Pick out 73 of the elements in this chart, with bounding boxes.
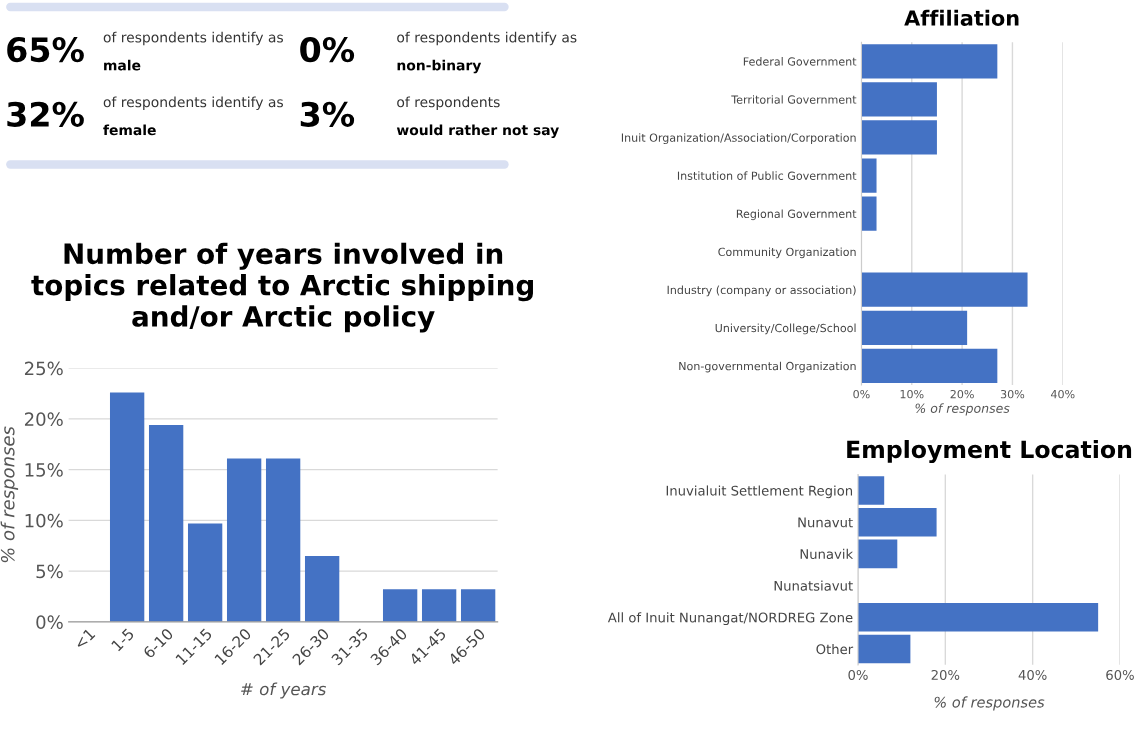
bar bbox=[382, 589, 418, 622]
text: of respondents bbox=[397, 96, 500, 110]
y-axis-title: % of responses bbox=[0, 426, 19, 563]
y-tick-label: 20% bbox=[24, 412, 63, 426]
x-tick-label: 20% bbox=[950, 389, 974, 399]
y-tick-label: Nunavik bbox=[800, 548, 854, 560]
bar bbox=[861, 158, 877, 193]
x-axis-title: % of responses bbox=[934, 696, 1045, 711]
chart-title: Number of years involved in topics related to Arctic shipping and/or Arctic policy bbox=[31, 242, 533, 333]
chart-title: Employment Location bbox=[847, 439, 1132, 464]
y-tick-label: Non-governmental Organization bbox=[679, 361, 856, 373]
bar bbox=[861, 120, 937, 155]
x-tick-label: 60% bbox=[1106, 669, 1134, 680]
text: 3% bbox=[300, 101, 355, 127]
bar bbox=[861, 196, 877, 231]
bar bbox=[858, 634, 911, 664]
x-tick-label: 10% bbox=[900, 389, 924, 399]
bar bbox=[861, 348, 998, 384]
x-tick-label: 20% bbox=[931, 669, 960, 680]
x-tick-label: 0% bbox=[853, 389, 870, 399]
y-tick-label: 0% bbox=[36, 615, 63, 629]
bar bbox=[148, 424, 184, 622]
y-tick-label: 5% bbox=[36, 564, 63, 579]
y-tick-label: Nunatsiavut bbox=[774, 580, 853, 591]
x-axis-title: # of years bbox=[241, 682, 327, 699]
text: of respondents identify as bbox=[103, 31, 283, 46]
x-axis-title: % of responses bbox=[915, 403, 1010, 416]
x-tick-label: 40% bbox=[1018, 669, 1047, 680]
y-tick-label: Inuit Organization/Association/Corporation bbox=[621, 133, 856, 144]
x-tick-label: 1-5 bbox=[111, 627, 135, 652]
text: of respondents identify as bbox=[397, 31, 577, 46]
y-tick-label: University/College/School bbox=[715, 323, 856, 335]
text: 0% bbox=[300, 36, 355, 63]
y-tick-label: 25% bbox=[24, 361, 63, 376]
bar bbox=[858, 539, 898, 569]
bar bbox=[861, 272, 1028, 307]
bar bbox=[858, 507, 937, 537]
x-tick-label: 40% bbox=[1050, 389, 1075, 399]
text: 65% bbox=[7, 36, 84, 63]
text: female bbox=[103, 124, 156, 136]
bar bbox=[187, 523, 223, 622]
text: of respondents identify as bbox=[103, 96, 283, 110]
bar bbox=[861, 44, 998, 79]
y-tick-label: Institution of Public Government bbox=[677, 171, 857, 180]
y-tick-label: Nunavut bbox=[798, 517, 853, 528]
bar bbox=[265, 458, 301, 622]
bar bbox=[858, 603, 1099, 632]
y-tick-label: Industry (company or association) bbox=[667, 285, 856, 297]
y-tick-label: Inuvialuit Settlement Region bbox=[666, 485, 853, 499]
y-tick-label: 10% bbox=[25, 513, 63, 528]
bar bbox=[861, 310, 968, 345]
y-tick-label: 15% bbox=[25, 463, 63, 477]
bar bbox=[460, 589, 496, 622]
bar bbox=[304, 555, 340, 622]
bar bbox=[861, 82, 937, 117]
bar bbox=[421, 589, 457, 622]
bar bbox=[226, 458, 262, 622]
text: 32% bbox=[7, 101, 84, 127]
text: would rather not say bbox=[396, 124, 559, 138]
y-tick-label: Other bbox=[816, 643, 854, 655]
text: male bbox=[104, 59, 141, 71]
y-tick-label: Community Organization bbox=[718, 247, 856, 259]
x-tick-label: 0% bbox=[848, 669, 868, 680]
chart-title: Affiliation bbox=[904, 9, 1019, 26]
y-tick-label: Federal Government bbox=[743, 57, 857, 66]
text: non-binary bbox=[397, 59, 482, 74]
bar bbox=[109, 392, 145, 622]
y-tick-label: All of Inuit Nunangat/NORDREG Zone bbox=[607, 612, 853, 626]
y-tick-label: Regional Government bbox=[736, 209, 857, 221]
y-tick-label: Territorial Government bbox=[731, 95, 857, 104]
x-tick-label: 30% bbox=[1000, 389, 1025, 399]
bar bbox=[858, 476, 885, 505]
x-tick-label: <1 bbox=[73, 628, 96, 650]
